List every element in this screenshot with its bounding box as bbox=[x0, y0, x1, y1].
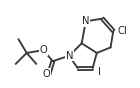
Text: Cl: Cl bbox=[117, 26, 127, 36]
Text: O: O bbox=[39, 45, 47, 55]
Text: O: O bbox=[42, 69, 50, 79]
Text: N: N bbox=[66, 51, 73, 61]
Text: I: I bbox=[98, 67, 101, 77]
Text: N: N bbox=[82, 16, 90, 26]
